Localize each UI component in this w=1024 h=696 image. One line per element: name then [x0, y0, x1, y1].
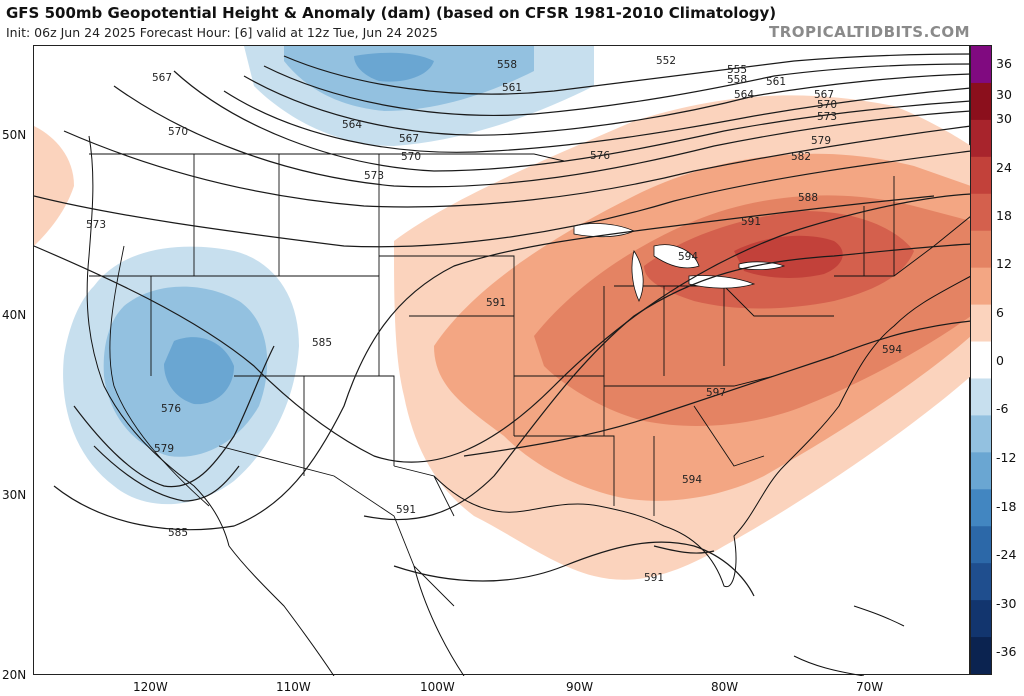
contour-label: 591	[396, 504, 416, 516]
weather-map[interactable]: 552 555 558 558 561 561 564 564 567 567 …	[33, 45, 972, 677]
colorbar-label-18: 18	[996, 208, 1012, 223]
colorbar-swatch	[971, 230, 991, 269]
negative-anomaly-shading	[63, 46, 594, 505]
colorbar-label-neg6: -6	[996, 401, 1009, 416]
lat-label-30n: 30N	[2, 488, 27, 502]
contour-label: 561	[766, 76, 786, 88]
colorbar-label-24: 24	[996, 160, 1012, 175]
colorbar-label-30: 30	[996, 87, 1012, 102]
colorbar-swatch	[971, 600, 991, 638]
colorbar-swatch	[971, 378, 991, 416]
contour-label: 594	[682, 474, 702, 486]
colorbar-label-30b: 30	[996, 111, 1012, 126]
contour-label: 597	[706, 387, 726, 399]
colorbar-label-neg18: -18	[996, 499, 1017, 514]
colorbar-label-6: 6	[996, 305, 1004, 320]
contour-label: 570	[401, 151, 421, 163]
map-canvas: 552 555 558 558 561 561 564 564 567 567 …	[33, 46, 972, 677]
colorbar-swatch	[971, 452, 991, 490]
lon-label-90w: 90W	[566, 680, 594, 694]
lon-label-110w: 110W	[276, 680, 311, 694]
lon-label-70w: 70W	[856, 680, 884, 694]
contour-label: 567	[152, 72, 172, 84]
lat-label-40n: 40N	[2, 308, 27, 322]
colorbar-label-36: 36	[996, 56, 1012, 71]
lon-label-120w: 120W	[133, 680, 168, 694]
contour-label: 576	[161, 403, 181, 415]
colorbar-swatch	[971, 156, 991, 195]
contour-label: 579	[154, 443, 174, 455]
contour-label: 558	[727, 74, 747, 86]
contour-label: 558	[497, 59, 517, 71]
contour-label: 594	[882, 344, 902, 356]
contour-label: 576	[590, 150, 610, 162]
contour-label: 594	[678, 251, 698, 263]
contour-labels: 552 555 558 558 561 561 564 564 567 567 …	[86, 55, 902, 584]
anomaly-colorbar	[970, 45, 992, 675]
contour-label: 567	[399, 133, 419, 145]
colorbar-label-neg12: -12	[996, 450, 1017, 465]
contour-label: 573	[817, 111, 837, 123]
map-subtitle: Init: 06z Jun 24 2025 Forecast Hour: [6]…	[6, 25, 438, 40]
contour-label: 585	[312, 337, 332, 349]
colorbar-swatch	[971, 526, 991, 564]
contour-label: 552	[656, 55, 676, 67]
colorbar-swatch	[971, 637, 991, 675]
contour-label: 564	[342, 119, 362, 131]
lat-label-20n: 20N	[2, 668, 27, 682]
contour-label: 567	[814, 89, 834, 101]
brand-watermark[interactable]: TROPICALTIDBITS.COM	[769, 23, 970, 41]
colorbar-swatch	[971, 415, 991, 453]
contour-label: 573	[364, 170, 384, 182]
contour-label: 582	[791, 151, 811, 163]
contour-label: 561	[502, 82, 522, 94]
colorbar-label-12: 12	[996, 256, 1012, 271]
colorbar-label-0: 0	[996, 353, 1004, 368]
colorbar-swatch	[971, 193, 991, 232]
height-contours	[33, 53, 972, 597]
colorbar-swatch	[971, 46, 991, 84]
lat-label-50n: 50N	[2, 128, 27, 142]
contour-label: 585	[168, 527, 188, 539]
colorbar-swatch	[971, 119, 991, 158]
map-title: GFS 500mb Geopotential Height & Anomaly …	[6, 4, 777, 22]
contour-label: 591	[486, 297, 506, 309]
colorbar-swatches	[971, 46, 991, 675]
contour-label: 573	[86, 219, 106, 231]
colorbar-swatch	[971, 82, 991, 121]
contour-label: 591	[741, 216, 761, 228]
colorbar-label-neg36: -36	[996, 644, 1017, 659]
contour-label: 570	[168, 126, 188, 138]
contour-label: 588	[798, 192, 818, 204]
contour-label: 579	[811, 135, 831, 147]
colorbar-swatch	[971, 563, 991, 601]
contour-label: 555	[727, 64, 747, 76]
contour-label: 570	[817, 99, 837, 111]
colorbar-swatch	[971, 341, 991, 379]
colorbar-swatch	[971, 489, 991, 527]
contour-label: 564	[734, 89, 754, 101]
lon-label-80w: 80W	[711, 680, 739, 694]
colorbar-swatch	[971, 304, 991, 343]
colorbar-swatch	[971, 267, 991, 306]
political-boundaries	[89, 153, 972, 607]
lon-label-100w: 100W	[420, 680, 455, 694]
colorbar-label-neg24: -24	[996, 547, 1017, 562]
colorbar-label-neg30: -30	[996, 596, 1017, 611]
contour-label: 591	[644, 572, 664, 584]
